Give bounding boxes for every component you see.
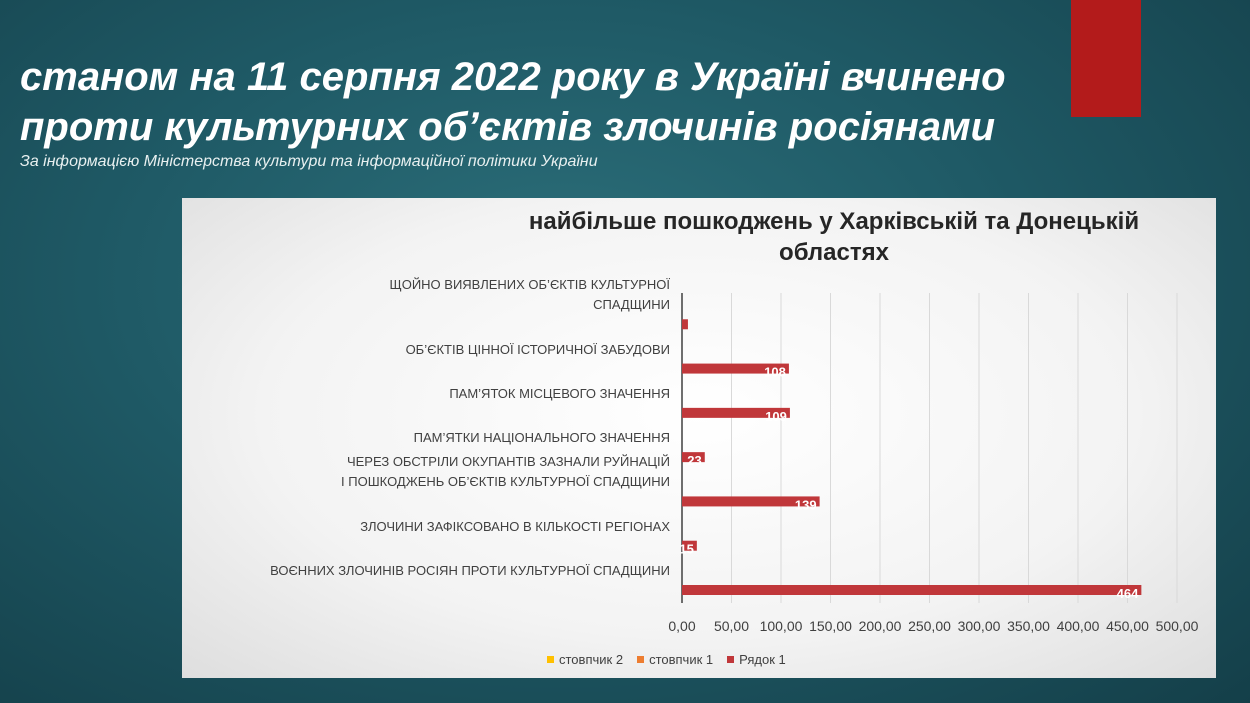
- chart-title-line-1: найбільше пошкоджень у Харківській та До…: [528, 208, 1140, 235]
- legend-item: Рядок 1: [727, 652, 786, 667]
- data-label: 139: [795, 497, 817, 512]
- legend-item: стовпчик 2: [547, 652, 623, 667]
- category-label: ОБ’ЄКТІВ ЦІННОЇ ІСТОРИЧНОЇ ЗАБУДОВИ: [405, 341, 670, 357]
- legend-swatch: [547, 655, 554, 663]
- x-tick-label: 300,00: [958, 618, 1001, 634]
- category-label: ПАМ’ЯТОК МІСЦЕВОГО ЗНАЧЕННЯ: [449, 385, 670, 401]
- bar: [682, 452, 705, 463]
- bar: [682, 319, 688, 330]
- category-label: ЗЛОЧИНИ ЗАФІКСОВАНО В КІЛЬКОСТІ РЕГІОНАХ: [360, 518, 670, 534]
- x-tick-label: 450,00: [1106, 618, 1149, 634]
- chart-panel: найбільше пошкоджень у Харківській та До…: [182, 198, 1216, 678]
- category-label: ПАМ’ЯТКИ НАЦІОНАЛЬНОГО ЗНАЧЕННЯ: [413, 430, 670, 446]
- legend-item: стовпчик 1: [637, 652, 713, 667]
- x-tick-label: 0,00: [668, 618, 695, 634]
- legend-label: стовпчик 2: [559, 651, 624, 667]
- bar: [682, 407, 790, 418]
- x-tick-label: 50,00: [714, 618, 749, 634]
- x-tick-label: 100,00: [760, 618, 803, 634]
- category-label: ВОЄННИХ ЗЛОЧИНІВ РОСІЯН ПРОТИ КУЛЬТУРНОЇ…: [270, 563, 670, 578]
- chart-title: найбільше пошкоджень у Харківській та До…: [454, 206, 1214, 268]
- bar: [682, 585, 1142, 595]
- slide-headline: станом на 11 серпня 2022 року в Україні …: [20, 52, 1120, 152]
- legend-swatch: [637, 655, 645, 663]
- headline-line-2: проти культурних об’єктів злочинів росія…: [20, 105, 996, 149]
- data-label: 108: [764, 365, 786, 380]
- data-label: 464: [1117, 586, 1139, 601]
- x-tick-label: 200,00: [859, 618, 902, 634]
- bar: [682, 496, 820, 507]
- legend-swatch: [727, 655, 735, 663]
- data-label: 109: [765, 409, 787, 424]
- bar: [682, 363, 789, 374]
- chart-legend: стовпчик 2 стовпчик 1 Рядок 1: [547, 647, 786, 671]
- bar: [682, 540, 697, 551]
- legend-label: стовпчик 1: [649, 651, 714, 667]
- bar-chart: 0,00 50,00 100,00 150,00 200,00 250,00 300,00 3…: [668, 293, 1199, 634]
- x-tick-label: 150,00: [809, 618, 852, 634]
- x-tick-label: 350,00: [1007, 618, 1050, 634]
- data-label: 23: [687, 453, 701, 468]
- category-label: ЩОЙНО ВИЯВЛЕНИХ ОБ’ЄКТІВ КУЛЬТУРНОЇ СПАД…: [389, 277, 670, 313]
- source-note: За інформацією Міністерства культури та …: [20, 153, 598, 170]
- accent-bar: [1071, 0, 1141, 117]
- category-label: ЧЕРЕЗ ОБСТРІЛИ ОКУПАНТІВ ЗАЗНАЛИ РУЙНАЦІ…: [341, 454, 670, 490]
- x-tick-label: 400,00: [1057, 618, 1100, 634]
- legend-label: Рядок 1: [739, 651, 786, 667]
- chart-title-line-2: областях: [779, 239, 889, 266]
- headline-line-1: станом на 11 серпня 2022 року в Україні …: [20, 55, 1006, 99]
- x-tick-label: 250,00: [908, 618, 951, 634]
- data-label: 15: [679, 542, 693, 557]
- x-tick-label: 500,00: [1156, 618, 1199, 634]
